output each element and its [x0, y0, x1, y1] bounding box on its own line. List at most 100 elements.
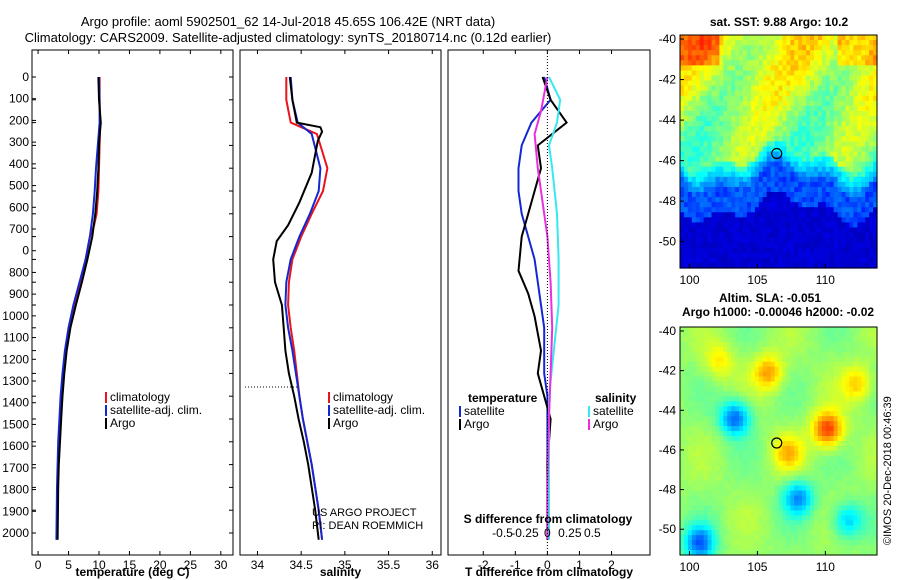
sla_map-cell — [735, 416, 740, 422]
sst_map-cell — [691, 141, 697, 148]
sla_map-cell — [802, 366, 807, 373]
sst_map-cell — [857, 75, 862, 82]
sst_map-cell — [821, 232, 827, 239]
sst_map-cell — [857, 217, 862, 224]
sst_map-cell — [739, 116, 744, 122]
sst_map-cell — [687, 212, 693, 218]
sla_map-cell — [699, 341, 705, 348]
sst_map-cell — [821, 131, 827, 137]
sla_map-cell — [746, 411, 752, 417]
sst_map-cell — [873, 197, 878, 203]
sla_map-cell — [786, 351, 791, 358]
sst_map-cell — [758, 237, 764, 244]
sst_map-cell — [841, 90, 847, 97]
sla_map-cell — [762, 401, 768, 407]
sla_map-cell — [727, 366, 732, 373]
sla_map-cell — [707, 431, 713, 437]
sst_map-cell — [731, 80, 736, 87]
sst_map-cell — [786, 217, 791, 224]
sst_map-cell — [762, 35, 768, 41]
sst_map-cell — [758, 55, 764, 61]
sst_map-cell — [680, 192, 685, 198]
sla_map-cell — [806, 510, 811, 516]
sla_map-cell — [798, 495, 803, 502]
sla_map-cell — [699, 436, 705, 442]
sla_map-cell — [746, 376, 752, 383]
sst_map-cell — [754, 242, 760, 249]
sla_map-cell — [707, 441, 713, 447]
sla_map-cell — [861, 550, 866, 556]
sst_map-cell — [715, 242, 720, 249]
sla_map-cell — [821, 510, 827, 516]
sla_map-cell — [825, 331, 831, 338]
sst_map-cell — [813, 121, 819, 127]
sst_map-cell — [782, 110, 787, 117]
sla_map-cell — [699, 460, 705, 467]
sla_map-cell — [758, 550, 764, 556]
sla_map-cell — [833, 381, 839, 388]
sla_map-cell — [746, 396, 752, 402]
sla_map-cell — [790, 460, 795, 467]
sst_map-cell — [739, 252, 744, 259]
sla_map-cell — [723, 475, 728, 482]
sst_map-cell — [746, 126, 752, 132]
sst_map-cell — [715, 141, 720, 148]
sla_map-cell — [825, 341, 831, 348]
sst_map-cell — [731, 85, 736, 92]
sla_map-cell — [723, 396, 728, 402]
sst_map-cell — [861, 151, 866, 158]
sst_map-cell — [821, 262, 827, 269]
sst_map-cell — [782, 222, 787, 229]
sst_map-cell — [739, 192, 744, 198]
sst_map-cell — [861, 171, 866, 178]
sst_map-cell — [746, 181, 752, 188]
sla_map-cell — [735, 371, 740, 378]
sla_map-cell — [746, 381, 752, 388]
sst_map-cell — [810, 171, 815, 178]
sst_map-cell — [857, 131, 862, 137]
sla_map-cell — [683, 401, 689, 407]
sst_map-cell — [691, 166, 697, 173]
sst_map-cell — [810, 242, 815, 249]
sst_map-cell — [735, 75, 740, 82]
sst_map-cell — [754, 50, 760, 56]
sst_map-cell — [683, 207, 689, 213]
sla_map-cell — [695, 386, 701, 393]
sst_map-cell — [806, 161, 811, 168]
sst_map-cell — [869, 35, 874, 41]
sst_map-cell — [865, 136, 870, 142]
sst_map-cell — [762, 171, 768, 178]
sla_map-cell — [719, 520, 724, 526]
sst_map-cell — [746, 212, 752, 218]
sla_map-cell — [707, 485, 713, 492]
sst_map-cell — [837, 141, 843, 148]
sst_map-cell — [735, 156, 740, 163]
sla_map-cell — [817, 336, 823, 343]
sst_map-cell — [715, 75, 720, 82]
sla_map-cell — [727, 545, 732, 551]
sla_map-cell — [802, 396, 807, 402]
sla_map-cell — [687, 510, 693, 516]
sla_map-cell — [727, 530, 732, 536]
sla_map-cell — [841, 421, 847, 427]
sst_map-cell — [731, 70, 736, 77]
sst_map-cell — [735, 202, 740, 208]
sst_map-cell — [735, 151, 740, 158]
sst_map-cell — [806, 242, 811, 249]
sla_map-cell — [857, 470, 862, 477]
sla_map-cell — [794, 550, 799, 556]
sst_map-cell — [680, 156, 685, 163]
sla_map-cell — [778, 535, 784, 541]
sla_map-cell — [695, 480, 701, 487]
sla_map-cell — [813, 470, 819, 477]
sla_map-cell — [790, 480, 795, 487]
sst_map-cell — [723, 50, 728, 56]
sst_map-cell — [782, 40, 787, 46]
sst_map-cell — [683, 192, 689, 198]
sst_map-cell — [873, 126, 878, 132]
sst_map-cell — [750, 156, 756, 163]
sst_map-cell — [825, 161, 831, 168]
sla_map-cell — [723, 366, 728, 373]
sla_map-cell — [786, 386, 791, 393]
sst_map-cell — [683, 146, 689, 153]
